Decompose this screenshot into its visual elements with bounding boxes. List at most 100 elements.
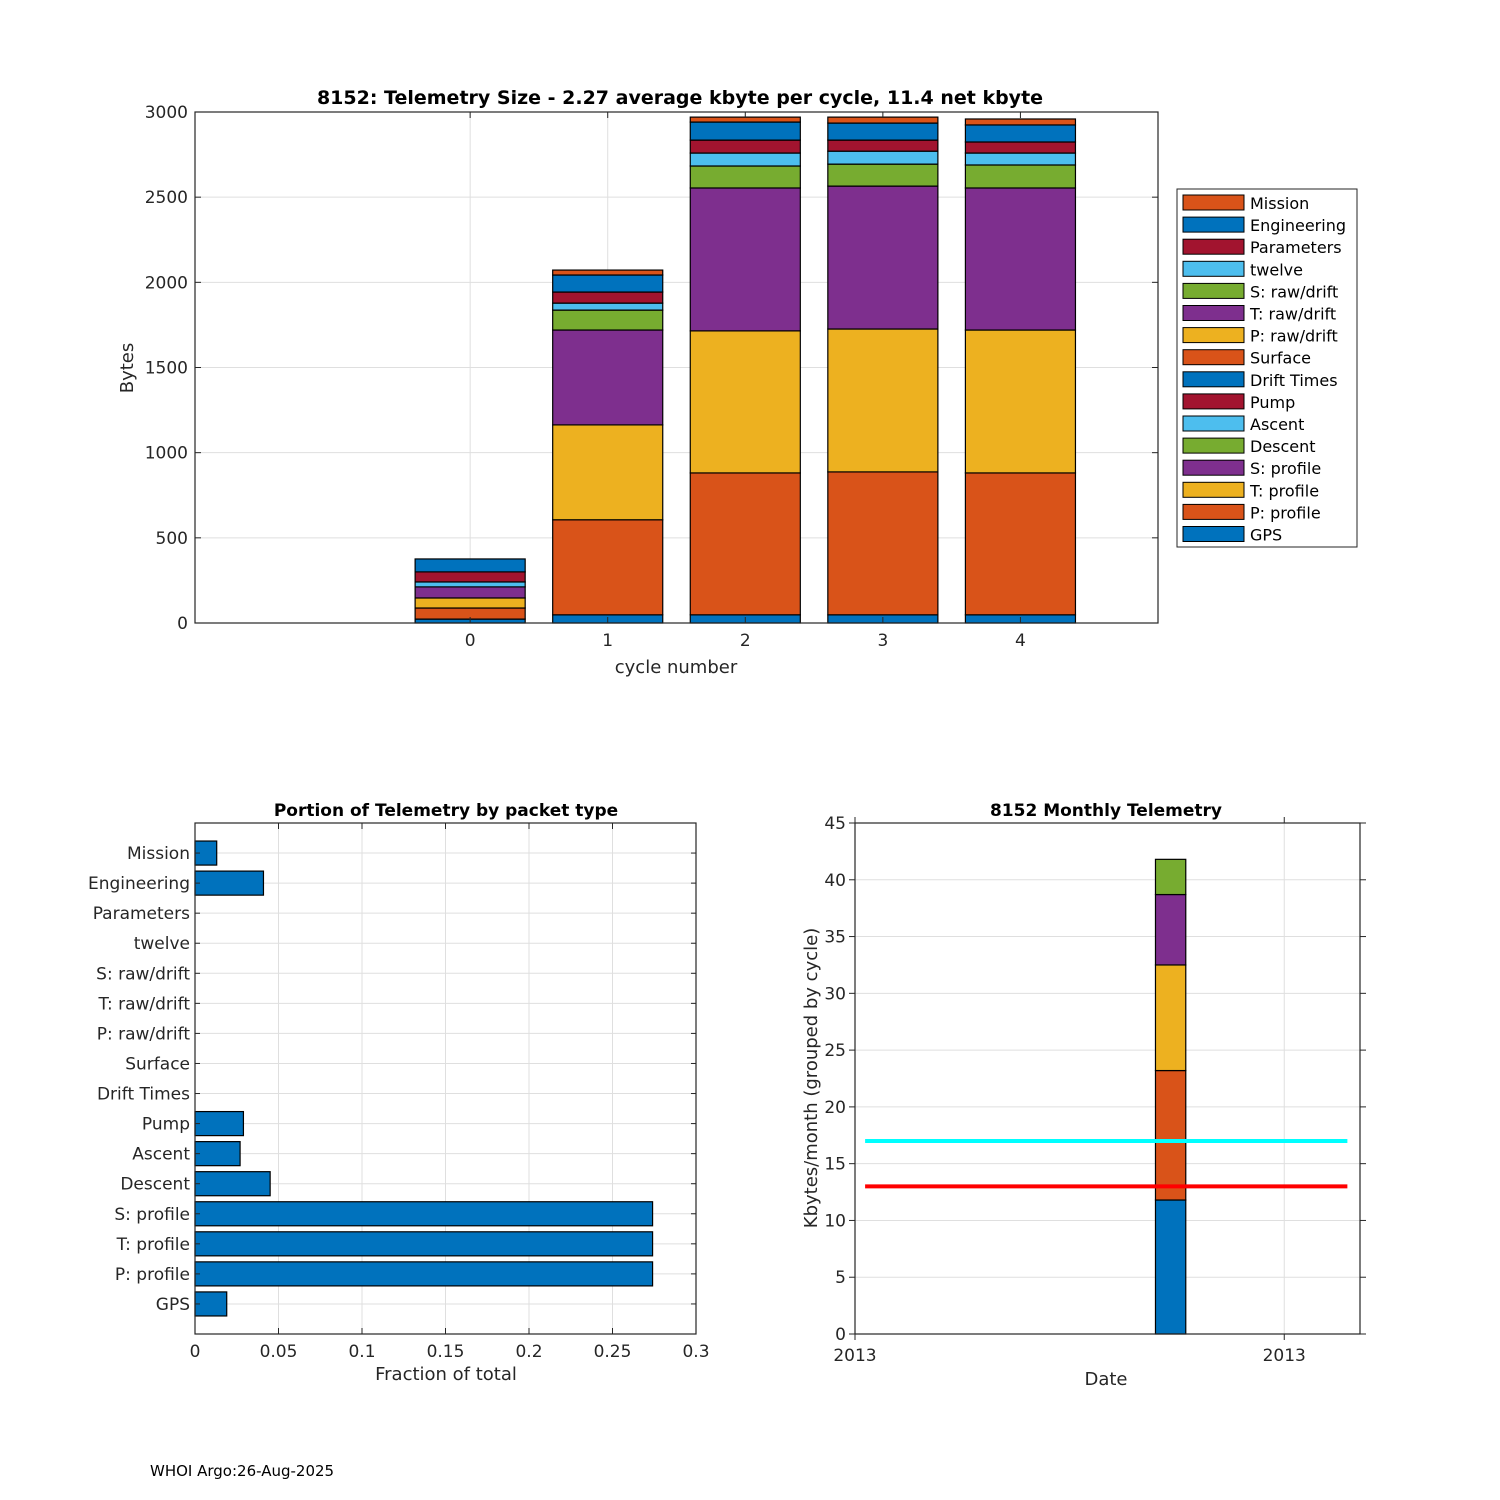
bar-t-profile: [194, 1231, 654, 1257]
bar-segment-t-profile: [414, 597, 526, 609]
legend-label: twelve: [1250, 260, 1303, 279]
legend-swatch: [1182, 305, 1245, 321]
y-tick-label: P: profile: [115, 1265, 190, 1285]
y-tick-label: T: profile: [116, 1235, 190, 1255]
bar-s-profile: [194, 1201, 654, 1227]
telemetry-size-bars: [414, 116, 1077, 624]
monthly-ticks: 0 5 10 15 20 25 30 35 40 45 2013 2013: [824, 814, 1366, 1366]
y-tick-label: Parameters: [93, 904, 190, 924]
bar-segment-ascent: [827, 150, 939, 165]
y-tick-label: S: raw/drift: [96, 964, 190, 984]
bar-segment-t-profile: [689, 330, 801, 474]
monthly-grid: [855, 823, 1360, 1334]
telemetry-size-ticks: 0 500 1000 1500 2000 2500 3000 0 1 2 3 4: [145, 103, 1158, 651]
y-tick-label: 25: [824, 1041, 846, 1061]
legend-label: GPS: [1250, 526, 1282, 545]
legend-label: T: raw/drift: [1249, 305, 1336, 324]
y-tick-label: GPS: [156, 1295, 190, 1315]
x-tick-label: 1: [602, 631, 613, 651]
y-tick-label: Ascent: [132, 1145, 190, 1165]
bar-segment-cycle-1: [1154, 1069, 1187, 1201]
bar-p-profile: [194, 1261, 654, 1287]
bar-segment-cycle-4: [1154, 858, 1187, 896]
monthly-bars: [1154, 858, 1187, 1335]
x-tick-label: 2: [740, 631, 751, 651]
legend-label: S: profile: [1250, 459, 1321, 478]
telemetry-size-legend: Mission Engineering Parameters twelve S: raw…: [1176, 188, 1358, 548]
y-tick-label: 10: [824, 1211, 846, 1231]
legend-label: Mission: [1250, 194, 1309, 213]
x-tick-label: 3: [877, 631, 888, 651]
bar-segment-p-profile: [552, 519, 664, 616]
bar-descent: [194, 1171, 271, 1197]
legend-label: Pump: [1250, 393, 1295, 412]
bar-segment-s-profile: [964, 187, 1077, 331]
legend-label: Surface: [1250, 349, 1311, 368]
portion-grid: [195, 823, 696, 1334]
y-tick-label: 20: [824, 1098, 846, 1118]
portion-xlabel: Fraction of total: [375, 1364, 517, 1385]
bar-segment-mission: [827, 116, 939, 124]
legend-label: P: raw/drift: [1250, 327, 1338, 346]
portion-title: Portion of Telemetry by packet type: [274, 801, 618, 821]
y-tick-label: Surface: [125, 1054, 190, 1074]
portion-bars: [194, 840, 654, 1317]
monthly-xlabel: Date: [1084, 1369, 1127, 1390]
legend-swatch: [1182, 282, 1245, 299]
y-tick-label: S: profile: [114, 1205, 190, 1225]
monthly-axes-box: [854, 822, 1361, 1335]
monthly-telemetry-chart: 8152 Monthly Telemetry 0 5 10 15 20 25 30 35 40 4…: [801, 801, 1366, 1390]
bar-segment-descent: [964, 164, 1077, 189]
y-tick-label: Pump: [142, 1115, 190, 1135]
y-tick-label: Engineering: [88, 874, 190, 894]
bar-segment-pump: [964, 141, 1077, 154]
y-tick-label: Mission: [127, 844, 190, 864]
bar-segment-p-profile: [689, 472, 801, 616]
bar-segment-s-profile: [414, 586, 526, 599]
bar-segment-mission: [552, 269, 664, 276]
monthly-title: 8152 Monthly Telemetry: [990, 801, 1222, 821]
y-tick-label: 35: [824, 928, 846, 948]
bar-segment-descent: [689, 165, 801, 189]
y-tick-label: 1000: [145, 444, 188, 464]
footer-text: WHOI Argo:26-Aug-2025: [150, 1462, 334, 1480]
legend-swatch: [1182, 371, 1245, 388]
legend-swatch: [1182, 526, 1245, 542]
x-tick-label: 4: [1015, 631, 1026, 651]
bar-segment-cycle-2: [1154, 964, 1187, 1072]
bar-ascent: [194, 1141, 241, 1167]
bar-segment-engineering: [689, 121, 801, 141]
legend-label: Engineering: [1250, 216, 1346, 235]
y-tick-label: 0: [177, 614, 188, 634]
legend-swatch: [1182, 194, 1245, 211]
bar-segment-mission: [964, 118, 1077, 126]
bar-segment-cycle-0: [1154, 1199, 1187, 1335]
legend-swatch: [1182, 459, 1245, 476]
y-tick-label: 500: [156, 529, 188, 549]
bar-segment-s-profile: [689, 187, 801, 332]
y-tick-label: 1500: [145, 359, 188, 379]
portion-by-packet-chart: Portion of Telemetry by packet type 0 0.0…: [88, 801, 710, 1385]
x-tick-label: 0: [465, 631, 476, 651]
legend-swatch: [1182, 238, 1245, 255]
legend-swatch: [1182, 393, 1245, 410]
y-tick-label: 30: [824, 984, 846, 1004]
legend-swatch: [1182, 216, 1245, 233]
legend-label: P: profile: [1250, 503, 1321, 522]
bar-segment-p-profile: [964, 472, 1077, 616]
y-tick-label: 3000: [145, 103, 188, 123]
y-tick-label: P: raw/drift: [97, 1024, 191, 1044]
bar-segment-p-profile: [827, 471, 939, 616]
portion-ticks: 0 0.05 0.1 0.15 0.2 0.25 0.3 GPS P: profile T: pr…: [88, 823, 710, 1362]
bar-segment-descent: [827, 163, 939, 187]
y-tick-label: 2500: [145, 188, 188, 208]
bar-segment-pump: [827, 139, 939, 152]
y-tick-label: 40: [824, 871, 846, 891]
legend-swatch: [1182, 437, 1245, 454]
telemetry-size-title: 8152: Telemetry Size - 2.27 average kbyt…: [317, 87, 1043, 109]
y-tick-label: 15: [824, 1155, 846, 1175]
legend-label: S: raw/drift: [1250, 282, 1338, 301]
bar-segment-ascent: [552, 302, 664, 311]
x-tick-label: 0: [190, 1342, 201, 1362]
